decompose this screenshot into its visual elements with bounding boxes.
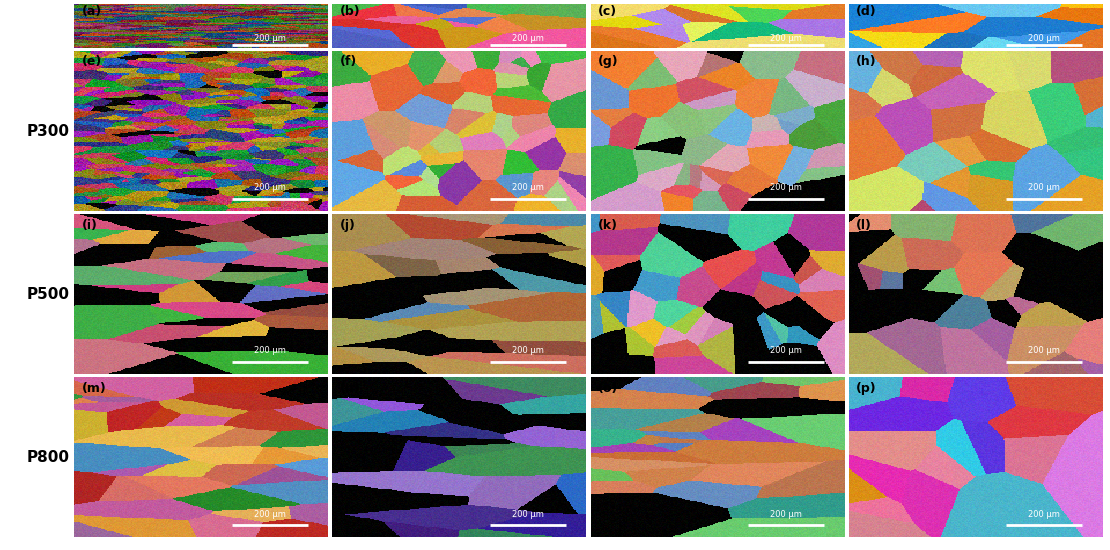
Text: (f): (f) [340, 56, 357, 68]
Text: 200 μm: 200 μm [770, 34, 801, 43]
Text: 200 μm: 200 μm [1028, 34, 1060, 43]
Text: 200 μm: 200 μm [512, 183, 544, 192]
Text: (j): (j) [340, 218, 356, 232]
Text: (m): (m) [82, 382, 107, 395]
Text: 200 μm: 200 μm [254, 183, 285, 192]
Text: (p): (p) [856, 382, 877, 395]
Text: (i): (i) [82, 218, 98, 232]
Text: (c): (c) [598, 5, 617, 18]
Text: 200 μm: 200 μm [770, 183, 801, 192]
Text: (k): (k) [598, 218, 618, 232]
Text: (b): (b) [340, 5, 361, 18]
Text: 200 μm: 200 μm [512, 346, 544, 355]
Text: P500: P500 [27, 287, 70, 302]
Text: 200 μm: 200 μm [1028, 346, 1060, 355]
Text: 200 μm: 200 μm [1028, 510, 1060, 519]
Text: (o): (o) [598, 382, 618, 395]
Text: (g): (g) [598, 56, 618, 68]
Text: P800: P800 [27, 450, 70, 465]
Text: (h): (h) [856, 56, 877, 68]
Text: 200 μm: 200 μm [254, 346, 285, 355]
Text: 200 μm: 200 μm [254, 510, 285, 519]
Text: 200 μm: 200 μm [254, 34, 285, 43]
Text: (n): (n) [340, 382, 361, 395]
Text: (e): (e) [82, 56, 102, 68]
Text: 200 μm: 200 μm [1028, 183, 1060, 192]
Text: 200 μm: 200 μm [512, 34, 544, 43]
Text: P300: P300 [27, 124, 70, 139]
Text: (a): (a) [82, 5, 102, 18]
Text: (d): (d) [856, 5, 877, 18]
Text: 200 μm: 200 μm [770, 346, 801, 355]
Text: (l): (l) [856, 218, 872, 232]
Text: 200 μm: 200 μm [770, 510, 801, 519]
Text: 200 μm: 200 μm [512, 510, 544, 519]
